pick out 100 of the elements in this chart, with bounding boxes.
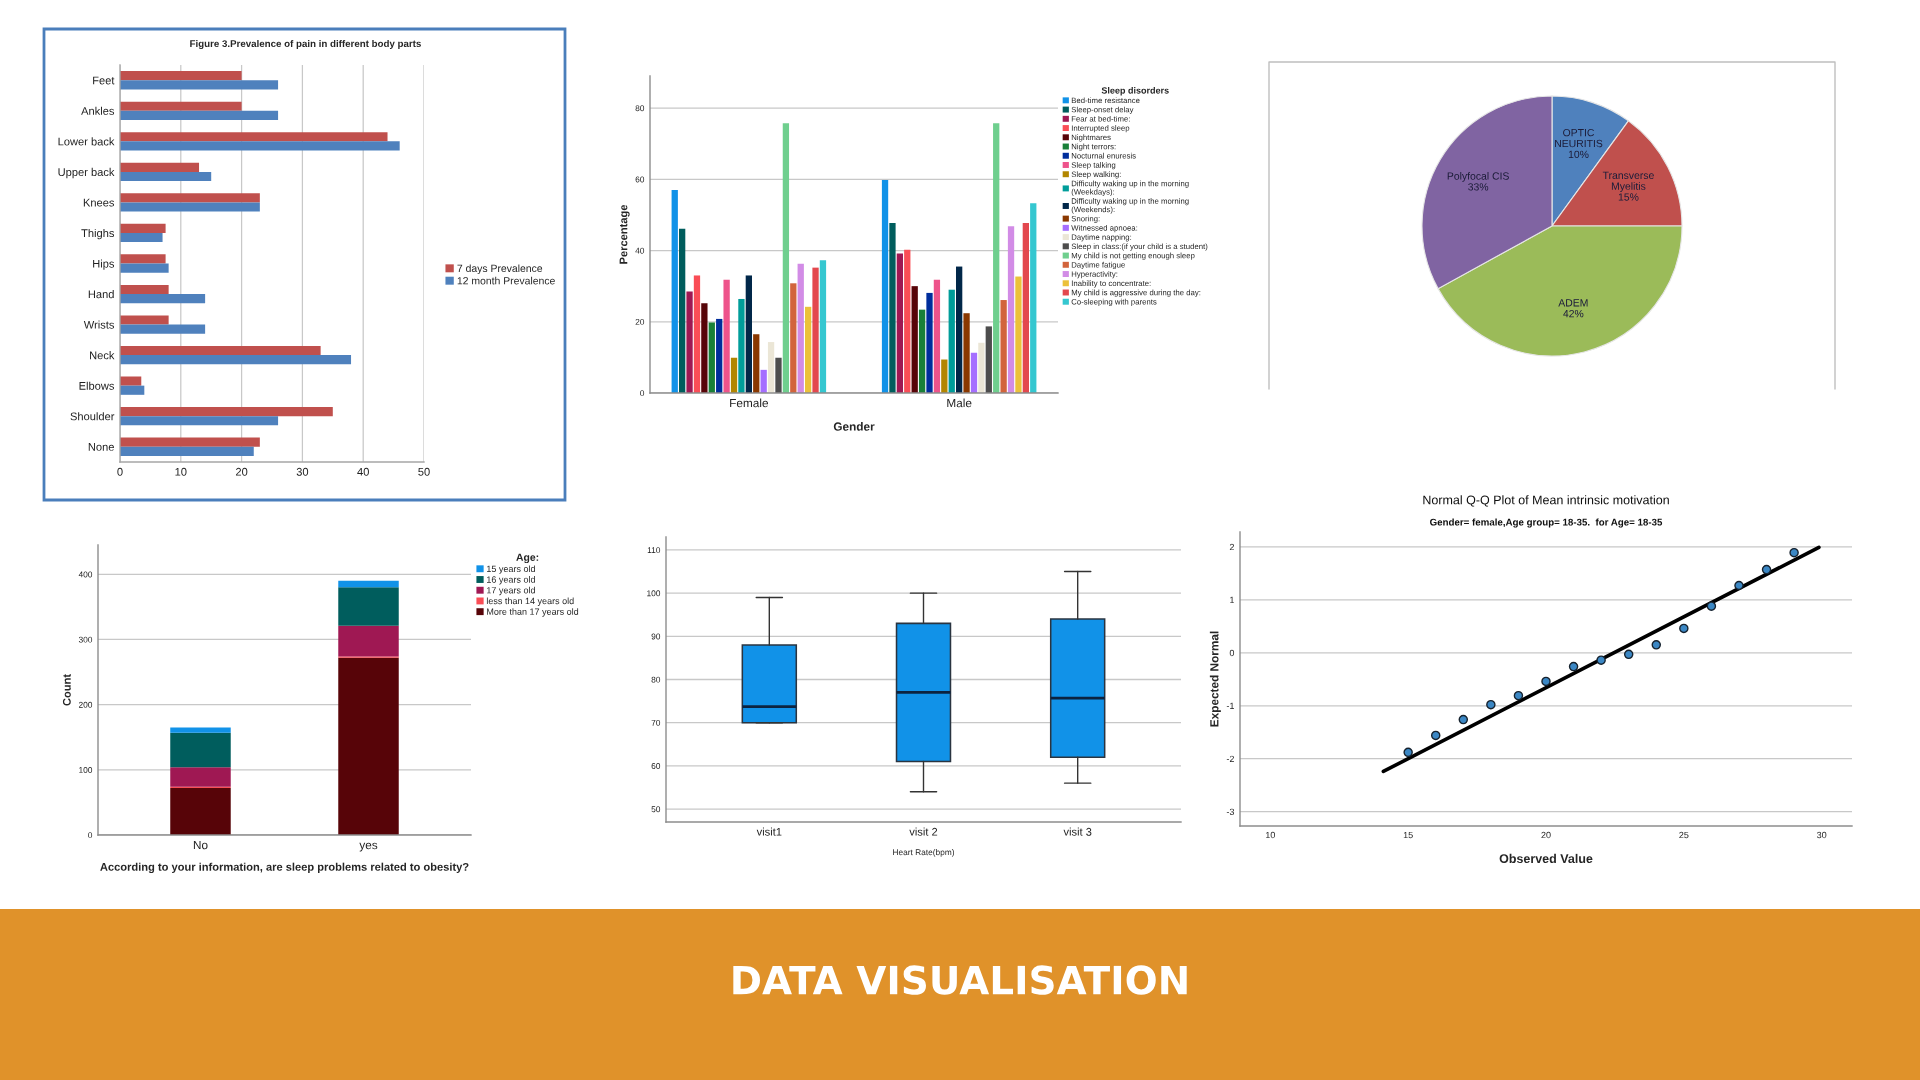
x-tick-label: 15: [1403, 831, 1413, 839]
y-tick-label: 2: [1229, 543, 1234, 551]
legend-label: 15 years old: [487, 565, 535, 574]
bar: [120, 294, 206, 304]
bar: [338, 587, 399, 626]
point: [1541, 676, 1551, 687]
x-tick-label: 0: [117, 467, 123, 476]
x-axis-title: Gender: [833, 422, 875, 431]
y-tick-label: 0: [1229, 649, 1235, 657]
bar: [904, 249, 911, 393]
bar: [120, 376, 142, 386]
bar: [671, 189, 678, 393]
bar: [723, 279, 730, 393]
bar: [782, 123, 790, 393]
legend-label: 12 month Prevalence: [457, 276, 555, 285]
legend-label: 16 years old: [487, 576, 535, 585]
y-tick-label: Knees: [83, 198, 115, 207]
bar: [338, 657, 399, 835]
x-tick-label: 10: [1265, 831, 1275, 839]
point: [1513, 690, 1524, 701]
bar: [120, 110, 279, 120]
point: [1734, 580, 1744, 591]
bar: [686, 291, 693, 393]
x-tick-label: 25: [1679, 831, 1689, 839]
bar: [1000, 300, 1007, 393]
y-tick-label: Lower back: [58, 137, 115, 146]
bar: [120, 446, 254, 456]
point: [1789, 547, 1799, 558]
bar: [338, 625, 399, 657]
bar: [760, 369, 767, 393]
bar: [708, 322, 715, 393]
y-tick-label: 100: [79, 767, 93, 773]
point: [1706, 601, 1717, 611]
bar: [1015, 276, 1022, 393]
bar: [120, 223, 166, 233]
bar: [170, 727, 231, 733]
legend-title: Age:: [516, 553, 539, 564]
y-tick-label: Elbows: [79, 381, 115, 390]
bar: [716, 318, 723, 393]
bar: [911, 286, 918, 393]
data-label: 15%: [1618, 193, 1639, 201]
x-axis-title: Heart Rate(bpm): [893, 849, 955, 857]
bar: [120, 71, 242, 81]
y-axis-title: Percentage: [619, 204, 630, 264]
bar: [797, 263, 804, 393]
x-tick-label: 50: [418, 467, 430, 476]
bar: [790, 283, 797, 393]
bar: [941, 359, 948, 393]
y-tick-label: 200: [78, 701, 93, 708]
bar: [120, 263, 169, 273]
bar: [753, 334, 760, 393]
x-tick-label: Male: [947, 398, 972, 408]
bar: [338, 580, 399, 588]
y-tick-label: 400: [78, 571, 93, 578]
data-label: 33%: [1468, 183, 1489, 191]
point: [1568, 661, 1579, 672]
slice-label: Transverse Myelitis: [1602, 171, 1654, 192]
y-tick-label: 0: [640, 390, 645, 397]
y-tick-label: Hand: [88, 290, 114, 299]
bar: [1007, 226, 1015, 393]
point: [1623, 649, 1634, 660]
y-tick-label: 70: [651, 719, 661, 726]
chart-title: Normal Q-Q Plot of Mean intrinsic motivation: [1423, 495, 1669, 507]
bar: [1030, 203, 1037, 393]
x-tick-label: visit 3: [1063, 827, 1092, 836]
bar: [730, 357, 738, 393]
x-tick-label: No: [193, 840, 208, 850]
slice-label: ADEM: [1558, 299, 1588, 307]
x-tick-label: visit 2: [909, 827, 938, 836]
bar: [120, 407, 333, 417]
bar: [120, 315, 169, 325]
bar: [120, 345, 321, 356]
bar: [120, 385, 145, 395]
x-tick-label: 30: [1817, 831, 1827, 839]
y-tick-label: -2: [1226, 755, 1234, 762]
chart-title: Figure 3.Prevalence of pain in different body parts: [190, 39, 421, 49]
x-axis-title: Observed Value: [1499, 853, 1593, 864]
x-tick-label: 40: [357, 467, 369, 476]
y-tick-label: Neck: [90, 351, 115, 360]
bar: [819, 260, 827, 393]
bar: [120, 171, 212, 182]
y-tick-label: -1: [1226, 702, 1234, 710]
x-tick-label: 20: [1541, 831, 1551, 839]
bar: [948, 289, 955, 393]
point: [1403, 747, 1413, 758]
bar: [926, 292, 933, 393]
legend-label: less than 14 years old: [486, 597, 574, 606]
y-tick-label: Shoulder: [70, 412, 115, 421]
y-tick-label: Feet: [93, 76, 115, 85]
bar: [918, 309, 926, 393]
bar: [120, 232, 163, 243]
bar: [120, 437, 260, 447]
bar: [956, 266, 963, 393]
y-axis-title: Count: [62, 674, 71, 706]
point: [1651, 640, 1662, 650]
bar: [993, 123, 1000, 393]
data-label: 42%: [1563, 309, 1584, 318]
bar: [738, 298, 745, 393]
y-tick-label: 20: [635, 318, 645, 325]
legend-label: More than 17 years old: [487, 608, 579, 617]
